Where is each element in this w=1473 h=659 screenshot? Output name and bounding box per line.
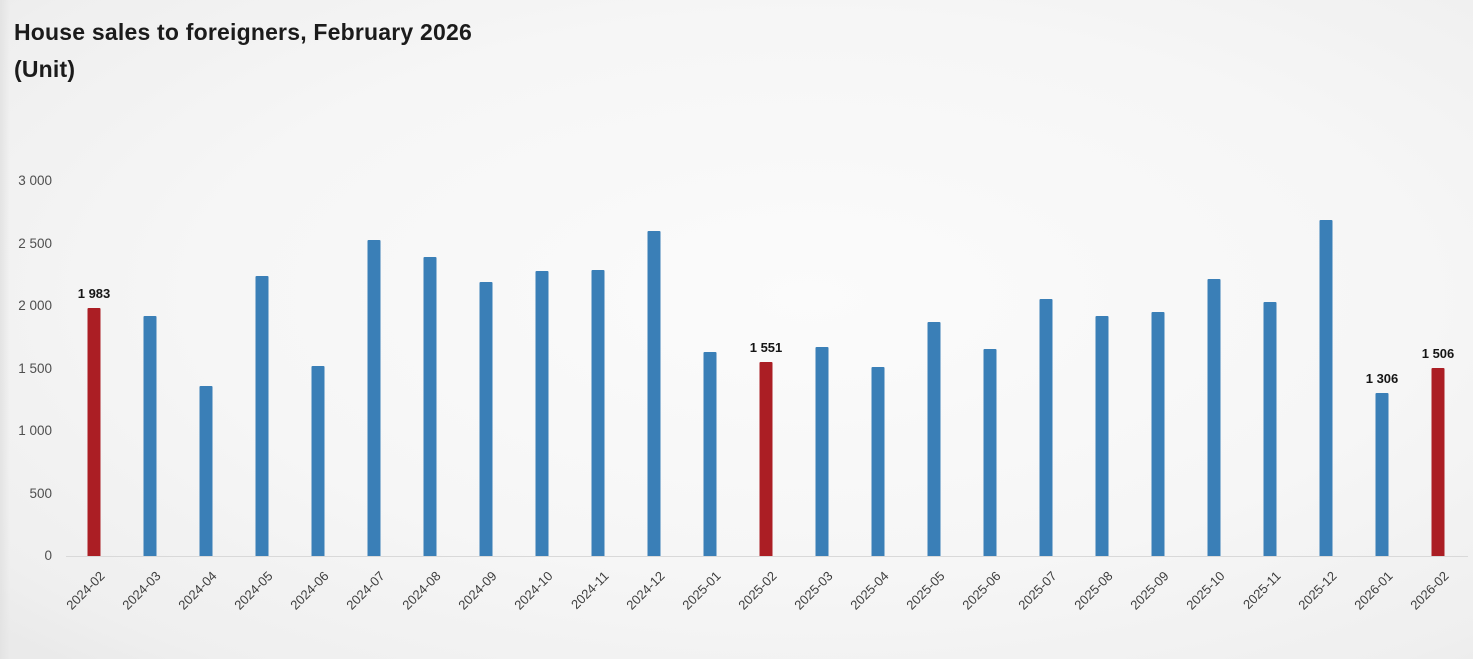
bar-2025-03 [815,347,829,556]
bar-2025-01 [703,352,717,556]
x-axis-label: 2024-11 [568,568,612,612]
bar-2024-10 [535,271,549,556]
x-axis-label: 2024-12 [623,568,668,613]
bar-slot [1074,181,1130,556]
background-shade [0,0,10,659]
bar-slot [1018,181,1074,556]
x-axis-label: 2024-06 [287,568,332,613]
bar-2024-11 [591,269,605,556]
x-axis-label: 2024-09 [455,568,500,613]
bar-slot [962,181,1018,556]
bar-highlight-2026-02 [1431,367,1445,556]
x-axis-label: 2025-06 [959,568,1004,613]
bar-2024-12 [647,231,661,556]
bar-2024-04 [199,386,213,556]
bar-2025-10 [1207,278,1221,556]
bar-slot: 1 983 [66,181,122,556]
bar-slot [346,181,402,556]
bar-value-label: 1 551 [749,340,783,356]
x-axis-label: 2025-09 [1127,568,1172,613]
x-axis-label: 2026-02 [1407,568,1452,613]
bar-2025-06 [983,348,997,556]
bar-highlight-2025-02 [759,362,773,556]
bar-slot [850,181,906,556]
x-axis-label: 2024-02 [63,568,108,613]
chart-header: House sales to foreigners, February 2026… [14,14,472,88]
y-axis-tick-label: 2 500 [18,235,52,251]
bar-slot [178,181,234,556]
y-axis-tick-label: 1 000 [18,423,52,438]
chart-subtitle: (Unit) [14,56,76,82]
bar-2024-07 [367,239,381,556]
bar-slot [122,181,178,556]
y-axis-tick-label: 500 [29,485,52,501]
x-axis-label: 2025-12 [1295,568,1340,613]
x-axis-label: 2025-08 [1071,568,1116,613]
bar-2024-03 [143,316,157,556]
bar-slot [514,181,570,556]
plot-area: 1 983 1 551 1 306 1 506 [66,181,1466,556]
bar-2025-09 [1151,312,1165,556]
bar-2025-12 [1319,219,1333,556]
bar-slot [1186,181,1242,556]
bar-slot [682,181,738,556]
x-axis-label: 2025-10 [1183,568,1228,613]
bar-2026-01 [1375,392,1389,556]
bar-slot [234,181,290,556]
x-axis-label: 2025-02 [735,568,780,613]
y-axis-tick-label: 3 000 [18,173,52,188]
x-axis-label: 2024-07 [343,568,388,613]
x-axis-label: 2025-03 [791,568,836,613]
bar-slot [570,181,626,556]
bar-highlight-2024-02 [87,308,101,556]
bar-2024-09 [479,282,493,556]
x-axis-label: 2024-04 [175,568,220,613]
bar-slot [1298,181,1354,556]
bar-slot [458,181,514,556]
x-axis-label: 2024-05 [231,568,276,613]
bar-slot: 1 306 [1354,181,1410,556]
bar-slot [906,181,962,556]
chart-title: House sales to foreigners, February 2026 [14,19,472,45]
x-axis-label: 2026-01 [1351,568,1396,613]
x-axis-label: 2025-05 [903,568,948,613]
bar-value-label: 1 983 [77,286,111,302]
y-axis-tick-label: 1 500 [18,360,52,376]
bar-2025-11 [1263,302,1277,556]
x-axis-label: 2025-01 [679,568,724,613]
y-axis-tick-label: 0 [44,548,52,563]
bar-slot: 1 506 [1410,181,1466,556]
x-axis-label: 2025-11 [1240,568,1284,612]
x-axis-label: 2025-04 [847,568,892,613]
bar-2025-07 [1039,298,1053,556]
x-axis-label: 2024-10 [511,568,556,613]
bar-value-label: 1 506 [1421,345,1455,361]
bar-slot [626,181,682,556]
bar-2025-05 [927,322,941,556]
bar-slot [1242,181,1298,556]
bar-slot [290,181,346,556]
bar-2025-08 [1095,316,1109,556]
x-axis-label: 2024-03 [119,568,164,613]
bar-slot [402,181,458,556]
y-axis-tick-label: 2 000 [18,298,52,313]
x-axis-line [66,556,1468,557]
bar-slot: 1 551 [738,181,794,556]
x-axis-label: 2024-08 [399,568,444,613]
bar-slot [794,181,850,556]
bar-2024-05 [255,276,269,556]
bar-value-label: 1 306 [1365,370,1399,386]
bar-2024-06 [311,366,325,556]
bar-2024-08 [423,257,437,556]
bar-2025-04 [871,367,885,556]
x-axis-label: 2025-07 [1015,568,1060,613]
bar-slot [1130,181,1186,556]
